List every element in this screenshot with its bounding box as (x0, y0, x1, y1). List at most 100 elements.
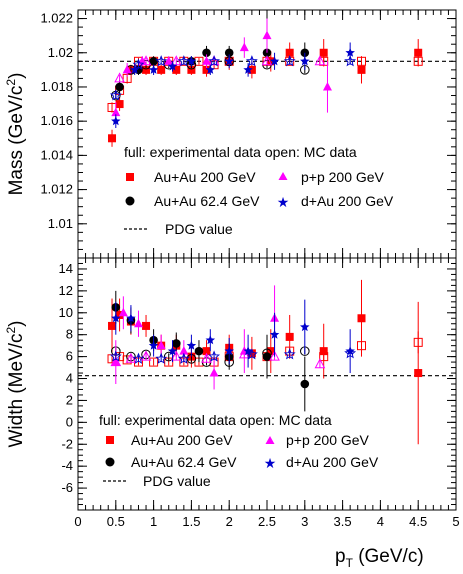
width-y-tick-label: 8 (66, 327, 73, 342)
mass-legend-marker-dau200: ★ (277, 194, 290, 210)
width-p-p-200-gev-mc-point (170, 350, 182, 361)
mass-d-au-200-gev-exp-point (345, 47, 355, 57)
x-tick-label: 4 (377, 514, 384, 529)
width-legend-auau200: Au+Au 200 GeV (131, 432, 233, 448)
mass-au-au-200-gev-exp-point (115, 100, 124, 109)
width-legend: full: experimental data open: MC data Au… (99, 412, 379, 489)
width-y-ticks: 14 12 10 8 6 4 2 0 -2 -4 -6 (59, 257, 456, 511)
width-p-p-200-gev-mc-point (125, 352, 137, 363)
width-legend-pdg: PDG value (143, 473, 211, 489)
width-au-au-200-gev-exp-point (414, 369, 423, 378)
x-tick-label: 2.5 (258, 514, 276, 529)
width-legend-auau62: Au+Au 62.4 GeV (131, 454, 237, 470)
width-plot-frame (77, 257, 457, 511)
width-au-au-200-gev-exp-point (202, 347, 211, 356)
width-d-au-200-gev-mc-point (155, 352, 168, 364)
mass-panel: 1.022 1.02 1.018 1.016 1.014 1.012 1.01 Mass (… (4, 9, 457, 259)
mass-au-au-200-gev-exp-point (319, 48, 328, 57)
mass-p-p-200-gev-exp-point (202, 56, 212, 65)
mass-legend-marker-pp200 (278, 172, 288, 180)
width-legend-pp200: p+p 200 GeV (286, 432, 370, 448)
width-legend-marker-auau200 (106, 436, 114, 444)
width-p-p-200-gev-exp-point (111, 357, 121, 366)
mass-p-p-200-gev-mc-point (314, 55, 326, 66)
width-d-au-200-gev-exp-point (186, 340, 197, 350)
width-d-au-200-gev-mc-point (132, 352, 145, 364)
x-tick-label: 3.5 (334, 514, 352, 529)
mass-y-tick-label: 1.012 (40, 182, 73, 197)
mass-y-tick-label: 1.022 (40, 11, 73, 26)
mass-au-au-62-4-gev-exp-point (224, 48, 234, 58)
width-au-au-62-4-gev-exp-point (300, 379, 310, 389)
width-y-tick-label: -6 (61, 480, 73, 495)
mass-au-au-200-gev-exp-point (157, 65, 166, 74)
mass-d-au-200-gev-exp-point (243, 64, 253, 74)
width-y-tick-label: -4 (61, 458, 73, 473)
mass-x-ticks (77, 10, 457, 258)
width-d-au-200-gev-mc-point (208, 350, 220, 362)
x-tick-label: 4.5 (409, 514, 427, 529)
width-d-au-200-gev-exp-point (111, 313, 121, 323)
width-y-tick-label: 14 (59, 261, 73, 276)
width-p-p-200-gev-exp-point (118, 307, 128, 317)
mass-y-ticks: 1.022 1.02 1.018 1.016 1.014 1.012 1.01 (40, 9, 456, 259)
mass-d-au-200-gev-mc-point (283, 55, 296, 67)
width-data-points (107, 279, 423, 445)
width-y-tick-label: 2 (66, 392, 73, 407)
mass-d-au-200-gev-mc-point (245, 55, 258, 67)
mass-legend-marker-auau62 (125, 196, 135, 206)
width-y-tick-label: 10 (59, 305, 73, 320)
mass-d-au-200-gev-mc-point (109, 89, 122, 101)
mass-d-au-200-gev-exp-point (224, 56, 234, 66)
mass-au-au-200-gev-exp-point (247, 65, 256, 74)
mass-p-p-200-gev-exp-point (239, 42, 249, 52)
width-p-p-200-gev-mc-point (201, 352, 212, 363)
x-tick-label: 0.5 (107, 514, 125, 529)
mass-d-au-200-gev-mc-point (132, 58, 145, 70)
mass-au-au-200-gev-exp-point (142, 65, 151, 74)
mass-d-au-200-gev-mc-point (344, 55, 357, 67)
mass-legend-header: full: experimental data open: MC data (124, 144, 357, 160)
x-tick-label: 0 (74, 514, 81, 529)
width-au-au-62-4-gev-mc-point (163, 351, 174, 362)
width-p-p-200-gev-exp-point (209, 368, 219, 377)
width-d-au-200-gev-mc-point (177, 352, 190, 364)
width-au-au-62-4-gev-exp-point (262, 352, 272, 361)
width-y-tick-label: -2 (61, 436, 73, 451)
width-d-au-200-gev-exp-point (345, 346, 355, 356)
width-d-au-200-gev-exp-point (269, 329, 280, 339)
mass-axis-title: Mass (GeV/c2) (4, 73, 27, 196)
width-au-au-200-gev-exp-point (319, 347, 328, 356)
width-legend-marker-auau62 (105, 457, 115, 467)
mass-legend-dau200: d+Au 200 GeV (301, 193, 394, 209)
x-tick-label: 5 (452, 514, 459, 529)
width-x-ticks: 0 0.5 1 1.5 2 2.5 3 3.5 4 4.5 5 (74, 258, 460, 529)
mass-au-au-62-4-gev-exp-point (149, 57, 158, 66)
width-d-au-200-gev-exp-point (148, 340, 159, 350)
mass-d-au-200-gev-mc-point (177, 55, 190, 67)
mass-d-au-200-gev-mc-point (155, 55, 168, 67)
mass-au-au-200-gev-exp-point (172, 65, 181, 74)
width-au-au-62-4-gev-exp-point (194, 346, 204, 356)
mass-p-p-200-gev-exp-point (122, 64, 132, 74)
width-au-au-200-gev-exp-point (142, 321, 151, 330)
x-axis-title: pT (GeV/c) (335, 546, 424, 570)
mass-p-p-200-gev-mc-point (261, 55, 273, 66)
width-y-tick-label: 4 (66, 371, 73, 386)
x-tick-label: 1 (150, 514, 157, 529)
width-p-p-200-gev-mc-point (314, 358, 326, 369)
mass-p-p-200-gev-mc-point (208, 55, 220, 66)
width-p-p-200-gev-mc-point (269, 350, 280, 361)
mass-legend-auau200: Au+Au 200 GeV (154, 169, 256, 185)
mass-au-au-200-gev-exp-point (108, 134, 117, 143)
mass-y-tick-label: 1.01 (48, 216, 73, 231)
mass-legend-marker-auau200 (126, 173, 134, 181)
mass-au-au-200-gev-exp-point (266, 57, 275, 66)
width-d-au-200-gev-exp-point (126, 313, 136, 323)
mass-y-tick-label: 1.016 (40, 113, 73, 128)
mass-p-p-200-gev-mc-point (170, 55, 182, 66)
width-d-au-200-gev-exp-point (243, 346, 253, 356)
mass-d-au-200-gev-exp-point (129, 64, 140, 74)
width-y-tick-label: 0 (66, 414, 73, 429)
x-tick-label: 1.5 (182, 514, 200, 529)
